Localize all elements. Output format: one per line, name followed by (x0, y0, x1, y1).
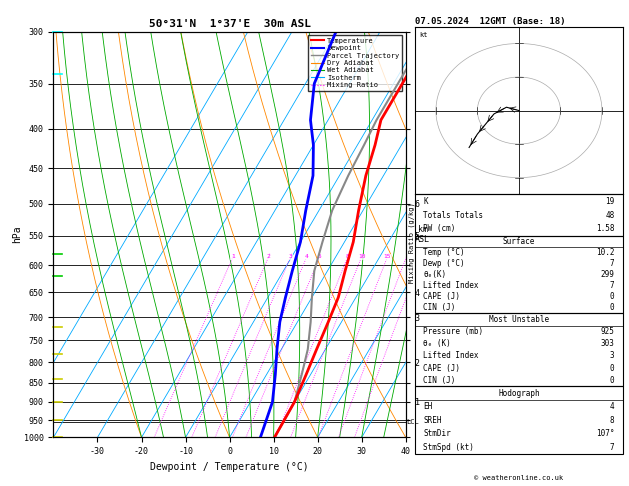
Legend: Temperature, Dewpoint, Parcel Trajectory, Dry Adiabat, Wet Adiabat, Isotherm, Mi: Temperature, Dewpoint, Parcel Trajectory… (308, 35, 402, 91)
Text: 299: 299 (601, 270, 615, 279)
Text: Pressure (mb): Pressure (mb) (423, 327, 484, 336)
Text: 1.58: 1.58 (596, 225, 615, 233)
Text: 7: 7 (610, 443, 615, 452)
Text: EH: EH (423, 402, 433, 411)
Text: 0: 0 (610, 292, 615, 301)
Text: 303: 303 (601, 339, 615, 348)
Text: © weatheronline.co.uk: © weatheronline.co.uk (474, 475, 564, 481)
Text: 0: 0 (610, 303, 615, 312)
Text: CIN (J): CIN (J) (423, 376, 456, 385)
Text: K: K (423, 197, 428, 206)
Text: 925: 925 (601, 327, 615, 336)
Text: CIN (J): CIN (J) (423, 303, 456, 312)
Text: Dewp (°C): Dewp (°C) (423, 259, 465, 268)
Y-axis label: km
ASL: km ASL (415, 225, 430, 244)
Text: 7: 7 (610, 259, 615, 268)
Text: LCL: LCL (406, 419, 419, 425)
Text: 107°: 107° (596, 430, 615, 438)
Text: 0: 0 (610, 364, 615, 373)
X-axis label: Dewpoint / Temperature (°C): Dewpoint / Temperature (°C) (150, 462, 309, 472)
Text: 3: 3 (610, 351, 615, 361)
Text: StmSpd (kt): StmSpd (kt) (423, 443, 474, 452)
Text: 07.05.2024  12GMT (Base: 18): 07.05.2024 12GMT (Base: 18) (415, 17, 565, 26)
Text: θₑ (K): θₑ (K) (423, 339, 451, 348)
Text: 4: 4 (610, 402, 615, 411)
Text: 10.2: 10.2 (596, 248, 615, 257)
Y-axis label: hPa: hPa (13, 226, 23, 243)
Text: 19: 19 (605, 197, 615, 206)
Text: Most Unstable: Most Unstable (489, 315, 549, 324)
Text: 8: 8 (610, 416, 615, 425)
Text: 5: 5 (318, 254, 321, 259)
Text: Lifted Index: Lifted Index (423, 281, 479, 290)
Text: StmDir: StmDir (423, 430, 451, 438)
Text: 50°31'N  1°37'E  30m ASL: 50°31'N 1°37'E 30m ASL (148, 19, 311, 30)
Text: 4: 4 (305, 254, 309, 259)
Text: SREH: SREH (423, 416, 442, 425)
Text: Mixing Ratio (g/kg): Mixing Ratio (g/kg) (409, 203, 415, 283)
Text: Surface: Surface (503, 237, 535, 246)
Text: Totals Totals: Totals Totals (423, 210, 484, 220)
Text: 10: 10 (358, 254, 365, 259)
Text: CAPE (J): CAPE (J) (423, 364, 460, 373)
Text: 3: 3 (289, 254, 292, 259)
Text: CAPE (J): CAPE (J) (423, 292, 460, 301)
Text: Lifted Index: Lifted Index (423, 351, 479, 361)
Text: kt: kt (420, 32, 428, 38)
Text: 7: 7 (610, 281, 615, 290)
Text: 48: 48 (605, 210, 615, 220)
Text: Temp (°C): Temp (°C) (423, 248, 465, 257)
Text: 1: 1 (231, 254, 235, 259)
Text: PW (cm): PW (cm) (423, 225, 456, 233)
Text: 0: 0 (610, 376, 615, 385)
Text: Hodograph: Hodograph (498, 389, 540, 398)
Text: 2: 2 (267, 254, 270, 259)
Text: θₑ(K): θₑ(K) (423, 270, 447, 279)
Text: 8: 8 (346, 254, 350, 259)
Text: 15: 15 (384, 254, 391, 259)
